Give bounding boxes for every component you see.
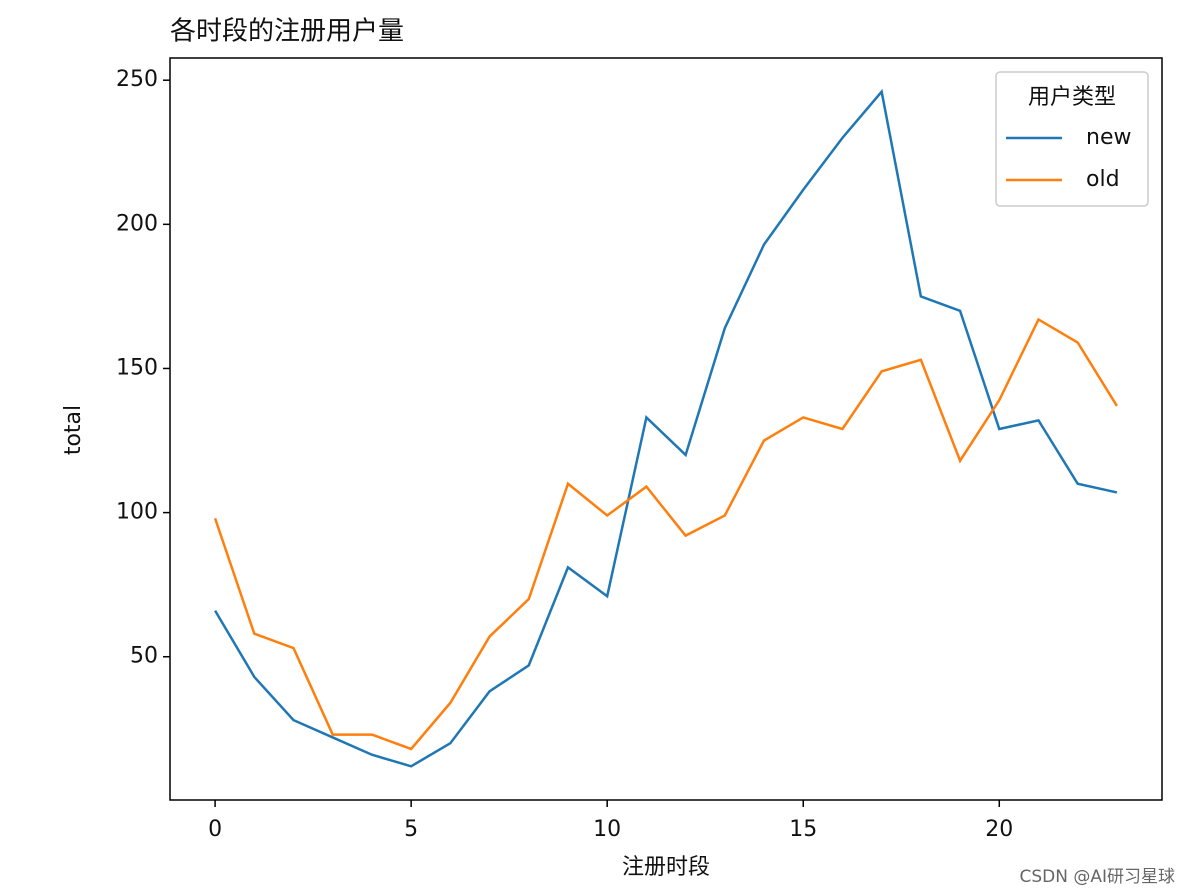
y-tick-label: 50 xyxy=(130,644,158,669)
x-tick-label: 15 xyxy=(789,817,817,842)
legend-label: new xyxy=(1086,125,1131,150)
plot-frame xyxy=(169,57,1163,801)
x-tick-label: 20 xyxy=(985,817,1013,842)
y-tick-label: 150 xyxy=(116,355,158,380)
data-line xyxy=(214,88,1118,768)
x-axis-label: 注册时段 xyxy=(622,855,710,880)
chart-title: 各时段的注册用户量 xyxy=(170,17,404,47)
legend-label: old xyxy=(1086,167,1120,192)
y-axis-label: total xyxy=(61,405,86,455)
x-tick-label: 0 xyxy=(208,817,222,842)
data-line xyxy=(213,317,1118,751)
x-tick-label: 5 xyxy=(404,817,418,842)
y-tick-label: 100 xyxy=(116,500,158,525)
legend-box xyxy=(995,71,1149,207)
watermark: CSDN @AI研习星球 xyxy=(1019,867,1175,887)
y-tick-label: 200 xyxy=(116,211,158,236)
x-tick-label: 10 xyxy=(593,817,621,842)
y-tick-label: 250 xyxy=(116,67,158,92)
legend-title: 用户类型 xyxy=(1028,85,1116,110)
